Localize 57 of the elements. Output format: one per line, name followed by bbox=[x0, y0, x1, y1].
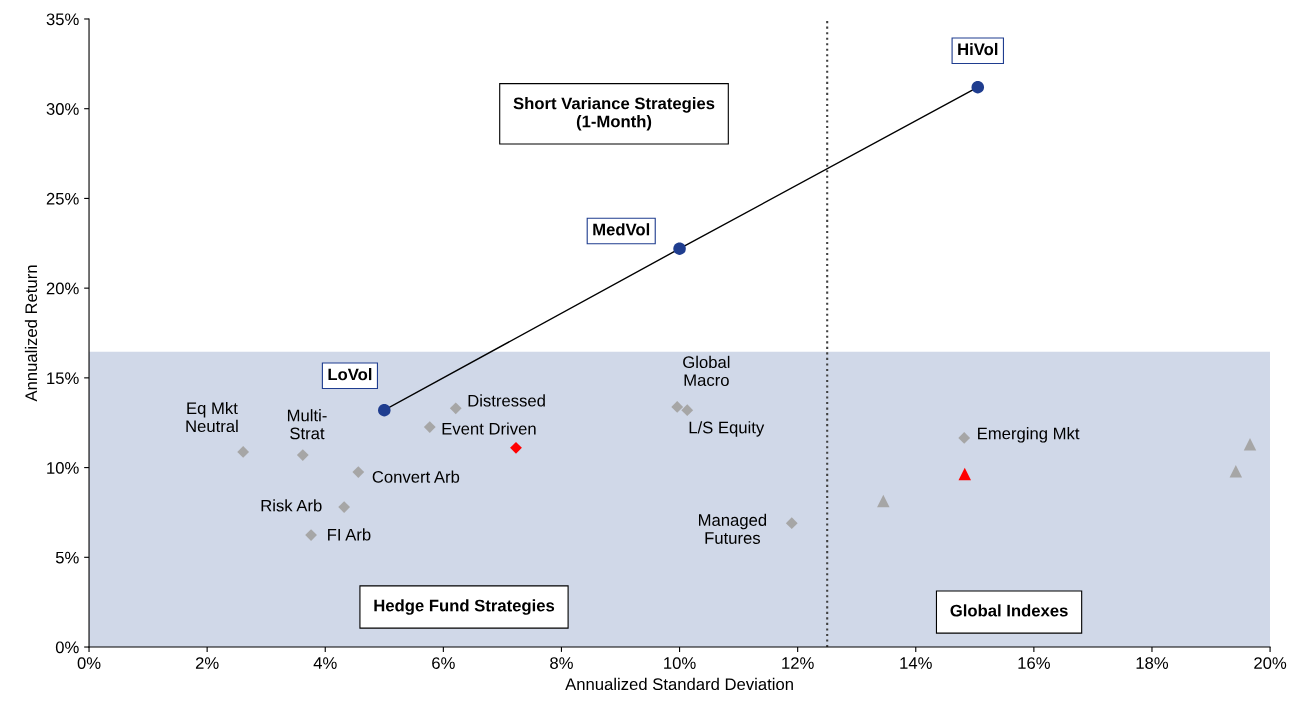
x-tick-label: 14% bbox=[900, 657, 932, 669]
point bbox=[237, 446, 250, 458]
point bbox=[305, 529, 317, 541]
annotation: Hedge Fund Strategies bbox=[374, 599, 555, 615]
annotation: Global Macro bbox=[683, 355, 730, 387]
point bbox=[338, 501, 351, 513]
y-tick-label: 15% bbox=[47, 372, 79, 385]
x-tick-label: 18% bbox=[1136, 657, 1169, 669]
annotation: Eq Mkt Neutral bbox=[186, 401, 238, 433]
annotation: Short Variance Strategies (1-Month) bbox=[513, 97, 715, 131]
point bbox=[671, 401, 684, 413]
annotation: MedVol bbox=[593, 223, 650, 236]
y-tick-label: 5% bbox=[55, 551, 79, 564]
y-tick-label: 20% bbox=[46, 282, 79, 295]
point bbox=[1229, 464, 1243, 478]
annotation: Managed Futures bbox=[699, 513, 767, 544]
annotation: LoVol bbox=[328, 368, 372, 381]
annotation: Multi- Strat bbox=[287, 409, 327, 440]
y-tick-label: 35% bbox=[46, 13, 79, 26]
point bbox=[958, 467, 972, 481]
annotation: HiVol bbox=[958, 42, 998, 56]
point bbox=[1243, 438, 1257, 451]
x-tick-label: 20% bbox=[1254, 657, 1287, 669]
y-tick-label: 25% bbox=[46, 192, 79, 205]
x-tick-label: 6% bbox=[432, 657, 455, 669]
y-tick-label: 0% bbox=[55, 641, 79, 654]
point bbox=[378, 403, 391, 417]
x-tick-label: 0% bbox=[77, 657, 101, 669]
point bbox=[296, 449, 309, 461]
y-tick-label: 30% bbox=[46, 103, 79, 115]
point bbox=[877, 494, 890, 508]
annotation: L/S Equity bbox=[689, 421, 765, 437]
x-tick-label: 12% bbox=[782, 657, 814, 669]
point bbox=[449, 402, 462, 415]
y-tick-label: 10% bbox=[47, 461, 79, 474]
point bbox=[971, 80, 985, 94]
x-tick-label: 2% bbox=[195, 657, 219, 669]
point bbox=[673, 242, 686, 255]
annotation: FI Arb bbox=[328, 528, 371, 541]
x-tick-label: 8% bbox=[550, 657, 573, 669]
annotation: Distressed bbox=[468, 394, 545, 407]
annotation: Event Driven bbox=[442, 422, 536, 435]
annotation: Convert Arb bbox=[372, 470, 460, 483]
point bbox=[785, 517, 798, 530]
point bbox=[958, 432, 971, 444]
point bbox=[423, 421, 436, 433]
x-tick-label: 10% bbox=[664, 657, 696, 669]
point bbox=[352, 466, 365, 478]
point bbox=[510, 441, 522, 454]
annotation: Global Indexes bbox=[950, 604, 1068, 617]
x-tick-label: 16% bbox=[1018, 657, 1050, 669]
x-axis-title: Annualized Standard Deviation bbox=[565, 677, 793, 691]
annotation: Emerging Mkt bbox=[978, 427, 1080, 443]
annotation: Risk Arb bbox=[261, 499, 322, 512]
y-axis-title: Annualized Return bbox=[24, 265, 38, 402]
point bbox=[681, 404, 694, 417]
x-tick-label: 4% bbox=[313, 657, 337, 669]
